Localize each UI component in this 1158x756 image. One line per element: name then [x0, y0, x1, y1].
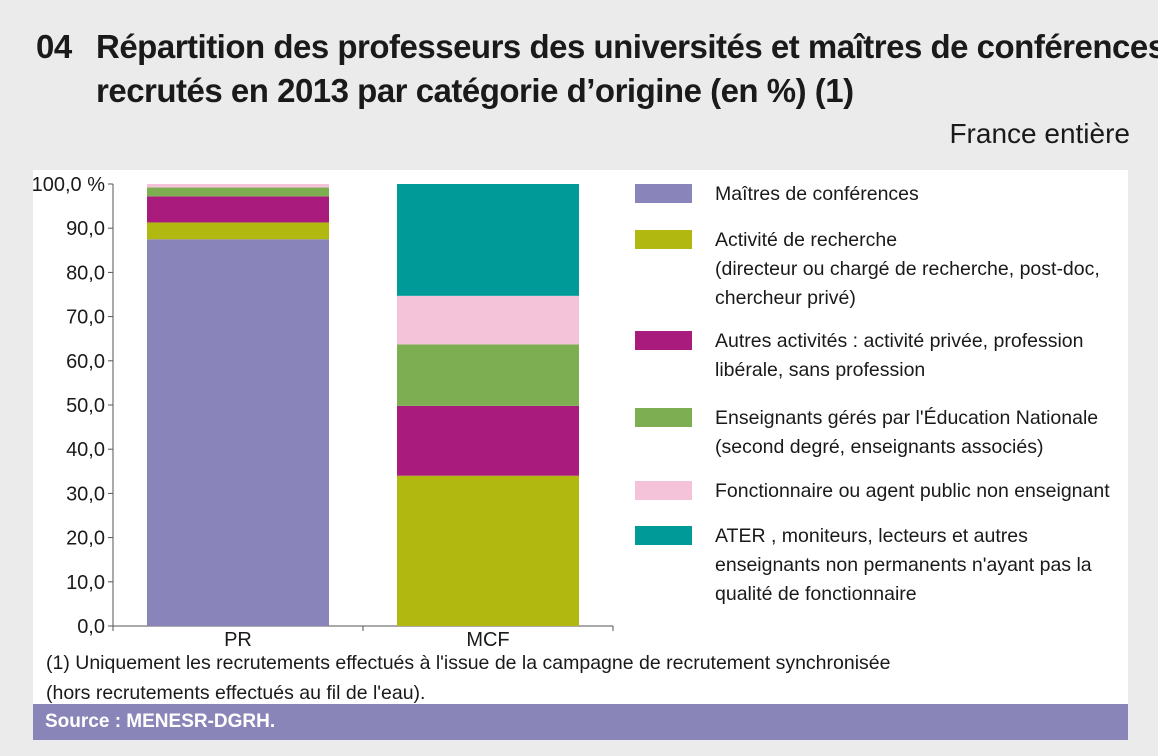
y-tick-label: 30,0 [66, 483, 105, 505]
y-tick-label: 50,0 [66, 395, 105, 417]
y-tick-label: 80,0 [66, 262, 105, 284]
chart-subtitle: France entière [949, 118, 1130, 149]
legend-swatch [635, 230, 692, 249]
legend-label: Maîtres de conférences [715, 183, 919, 205]
bar-segment [397, 184, 579, 296]
legend-swatch [635, 184, 692, 203]
legend-swatch [635, 481, 692, 500]
chart-title-line-1: Répartition des professeurs des universi… [96, 28, 1158, 65]
y-tick-label: 60,0 [66, 351, 105, 373]
legend-label: Autres activités : activité privée, prof… [715, 330, 1084, 381]
legend-swatch [635, 408, 692, 427]
category-label: PR [224, 629, 252, 648]
chart-panel: 0,0 10,0 20,0 30,0 40,0 50,0 60,0 70,0 80,0 90,0 1… [33, 170, 1128, 708]
bar-segment [147, 222, 329, 240]
y-tick-label: 20,0 [66, 528, 105, 550]
y-tick-label: 90,0 [66, 218, 105, 240]
bar-segment [147, 239, 329, 626]
bar-segment [397, 344, 579, 406]
stacked-bar-chart: 0,0 10,0 20,0 30,0 40,0 50,0 60,0 70,0 80,0 90,0 1… [33, 174, 614, 648]
y-tick-label: 100,0 % [33, 174, 105, 196]
legend-label: ATER , moniteurs, lecteurs et autres ens… [715, 525, 1092, 605]
bar-segment [147, 187, 329, 197]
footnote: (1) Uniquement les recrutements effectué… [46, 652, 891, 704]
legend-label: Fonctionnaire ou agent public non enseig… [715, 480, 1110, 502]
bar-segment [147, 196, 329, 223]
legend-swatch [635, 526, 692, 545]
bar-segment [397, 475, 579, 626]
legend-swatch [635, 331, 692, 350]
category-label: MCF [466, 629, 509, 648]
source-text: Source : MENESR-DGRH. [45, 711, 276, 732]
legend-label: Enseignants gérés par l'Éducation Nation… [715, 407, 1099, 458]
legend-label: Activité de recherche (directeur ou char… [715, 229, 1100, 309]
bar-segment [397, 405, 579, 476]
y-tick-label: 70,0 [66, 307, 105, 329]
bar-segment [397, 295, 579, 345]
y-tick-label: 40,0 [66, 439, 105, 461]
bar-segment [147, 184, 329, 188]
y-tick-label: 0,0 [77, 616, 105, 638]
source-bar: Source : MENESR-DGRH. [33, 704, 1128, 740]
chart-title-line-2: recrutés en 2013 par catégorie d’origine… [96, 72, 854, 109]
figure-number: 04 [36, 28, 72, 65]
y-tick-label: 10,0 [66, 572, 105, 594]
